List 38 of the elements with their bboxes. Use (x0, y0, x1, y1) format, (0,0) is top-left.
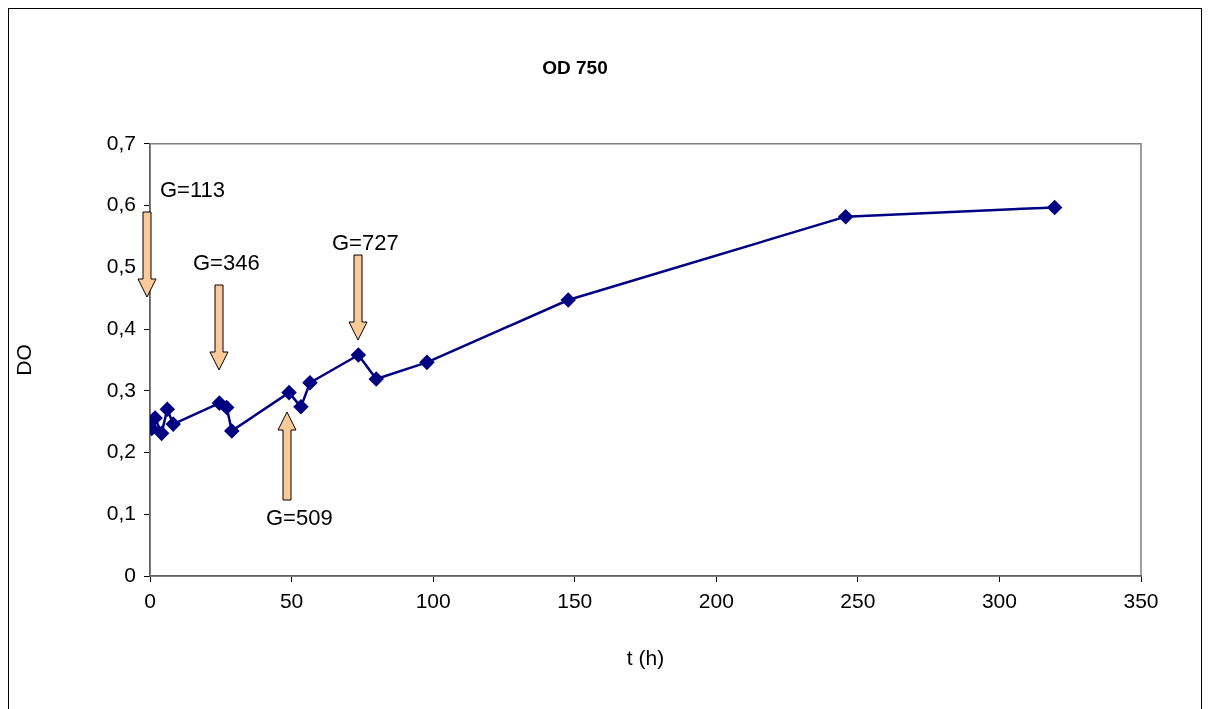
point (160, 402, 175, 417)
chart-title: OD 750 (542, 56, 608, 78)
point (150, 410, 163, 426)
point (154, 426, 169, 441)
x-tick-label: 350 (1123, 589, 1159, 613)
x-tick-label: 300 (981, 589, 1017, 613)
y-tick-label: 0,5 (106, 254, 136, 278)
point (302, 375, 318, 390)
point (165, 416, 181, 432)
annotation: G=346 (193, 250, 260, 276)
x-tick-label: 0 (144, 589, 156, 613)
point (838, 209, 853, 224)
y-tick-label: 0,2 (106, 439, 136, 463)
y-tick-label: 0,7 (106, 130, 136, 154)
y-tick-label: 0,1 (106, 501, 136, 525)
x-tick-label: 150 (557, 589, 593, 613)
annotation: G=113 (160, 177, 226, 203)
point (1047, 200, 1062, 215)
point (219, 400, 234, 415)
point (293, 399, 309, 415)
y-tick-label: 0,4 (106, 315, 137, 339)
x-tick-label: 100 (415, 589, 451, 613)
annotation: G=509 (266, 505, 333, 531)
y-tick-label: 0 (124, 562, 136, 586)
y-tick-label: 0,6 (106, 192, 136, 216)
x-tick-label: 200 (698, 589, 734, 613)
y-axis-title: DO (12, 344, 36, 376)
x-axis-title: t (h) (626, 646, 665, 670)
x-tick-label: 50 (279, 589, 304, 613)
point (281, 385, 297, 400)
point (368, 371, 384, 387)
point (419, 355, 435, 370)
point (560, 292, 576, 308)
point (224, 423, 240, 439)
y-tick-label: 0,3 (106, 377, 136, 401)
annotation: G=727 (332, 230, 399, 256)
point (351, 347, 366, 363)
x-tick-label: 250 (840, 589, 876, 613)
